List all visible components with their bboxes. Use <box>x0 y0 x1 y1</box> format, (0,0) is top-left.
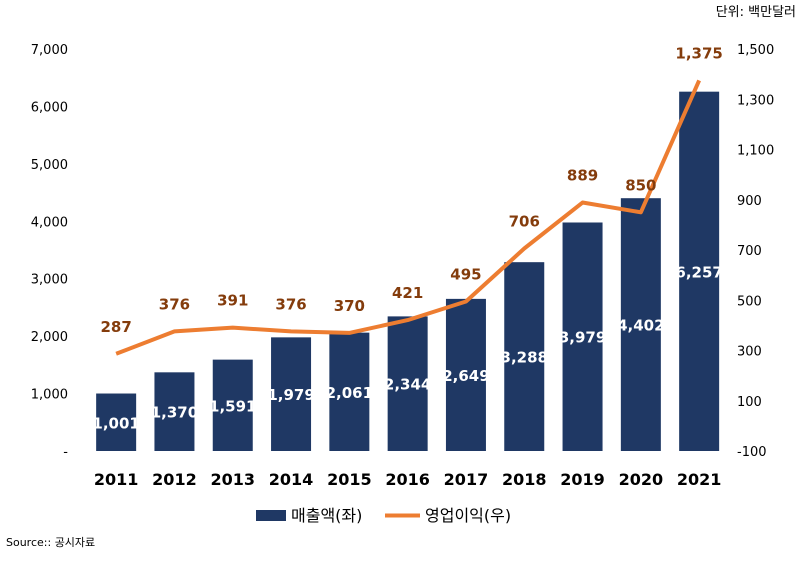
bar <box>679 91 720 451</box>
right-axis-tick-label: 300 <box>737 345 762 360</box>
bar <box>96 393 137 451</box>
line-value-label: 287 <box>100 318 131 336</box>
line-value-label: 889 <box>567 167 598 185</box>
bar-value-label: 1,979 <box>267 386 314 404</box>
bar <box>154 372 195 451</box>
legend-bar-label: 매출액(좌) <box>291 506 362 525</box>
legend: 매출액(좌) 영업이익(우) <box>256 506 511 525</box>
bar-value-label: 2,649 <box>442 367 489 385</box>
bar <box>562 222 603 451</box>
left-axis-tick-label: 7,000 <box>31 43 68 58</box>
bar <box>620 198 661 451</box>
right-axis-tick-label: 1,500 <box>737 43 774 58</box>
x-axis-tick-label: 2017 <box>444 470 489 489</box>
bar <box>387 316 428 451</box>
bar <box>329 332 370 451</box>
x-axis-tick-label: 2021 <box>677 470 722 489</box>
x-axis-tick-label: 2016 <box>385 470 430 489</box>
x-axis-tick-label: 2019 <box>560 470 605 489</box>
line-series: 287 376 391 376 370 421 495 706 889 850 1,375 <box>100 44 723 356</box>
right-axis-tick-label: 100 <box>737 395 762 410</box>
bar <box>445 298 486 451</box>
bar-value-label: 1,370 <box>151 404 198 422</box>
right-axis-tick-label: 900 <box>737 194 762 209</box>
source-note: Source:: 공시자료 <box>6 536 95 549</box>
line-value-label: 706 <box>509 212 540 230</box>
left-axis-tick-label: 3,000 <box>31 273 68 288</box>
left-axis-tick-label: 1,000 <box>31 388 68 403</box>
line-value-label: 495 <box>450 266 481 284</box>
bar-value-label: 3,288 <box>501 349 548 367</box>
legend-bar-swatch <box>256 510 286 521</box>
right-axis-tick-label: 1,300 <box>737 93 774 108</box>
x-axis-tick-label: 2012 <box>152 470 197 489</box>
right-axis: -100 100 300 500 700 900 1,100 1,300 1,500 <box>737 43 774 460</box>
bar-series: 1,001 1,370 1,591 1,979 2,061 2,344 2,649 3,288… <box>92 91 723 451</box>
bar <box>212 359 253 451</box>
line-value-label: 376 <box>275 295 306 313</box>
left-axis-tick-label: 6,000 <box>31 100 68 115</box>
x-axis-tick-label: 2020 <box>619 470 664 489</box>
left-axis-tick-label: 2,000 <box>31 330 68 345</box>
bar <box>504 262 545 451</box>
x-axis-tick-label: 2011 <box>94 470 139 489</box>
x-axis-tick-label: 2014 <box>269 470 314 489</box>
legend-line-label: 영업이익(우) <box>425 506 511 525</box>
line-value-label: 421 <box>392 284 423 302</box>
left-axis-tick-label: 4,000 <box>31 215 68 230</box>
line-value-label: 370 <box>334 297 365 315</box>
left-axis-tick-label: - <box>63 445 68 460</box>
right-axis-tick-label: 1,100 <box>737 144 774 159</box>
bar <box>271 337 312 451</box>
x-axis-tick-label: 2018 <box>502 470 547 489</box>
bar-value-label: 6,257 <box>675 263 722 281</box>
line-value-label: 391 <box>217 292 248 310</box>
x-axis-tick-label: 2015 <box>327 470 372 489</box>
left-axis-tick-label: 5,000 <box>31 158 68 173</box>
right-axis-tick-label: 700 <box>737 244 762 259</box>
line-value-label: 1,375 <box>675 44 722 62</box>
right-axis-tick-label: 500 <box>737 294 762 309</box>
x-axis-tick-label: 2013 <box>210 470 255 489</box>
x-axis: 2011 2012 2013 2014 2015 2016 2017 2018 2019 2020… <box>94 470 722 489</box>
bar-value-label: 1,591 <box>209 397 256 415</box>
bar-value-label: 1,001 <box>92 414 139 432</box>
unit-note: 단위: 백만달러 <box>716 5 796 20</box>
bar-value-label: 2,061 <box>326 384 373 402</box>
bar-value-label: 3,979 <box>559 329 606 347</box>
left-axis: - 1,000 2,000 3,000 4,000 5,000 6,000 7,000 <box>31 43 69 460</box>
line-path <box>115 79 701 356</box>
line-value-label: 376 <box>159 295 190 313</box>
bar-value-label: 2,344 <box>384 376 431 394</box>
right-axis-tick-label: -100 <box>737 445 767 460</box>
line-value-label: 850 <box>625 176 656 194</box>
bar-value-label: 4,402 <box>617 317 664 335</box>
